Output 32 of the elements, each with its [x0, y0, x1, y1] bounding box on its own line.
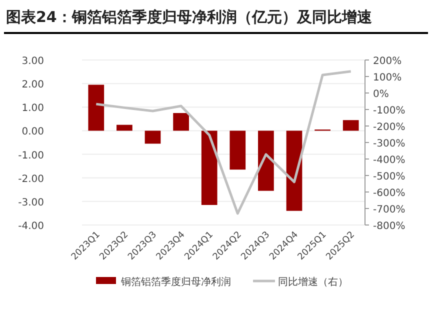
y2-tick-label: -300%: [373, 138, 406, 150]
line-series: [94, 70, 352, 215]
y2-tick-label: 100%: [373, 72, 402, 84]
y-tick-label: 2.00: [22, 80, 44, 91]
bar: [116, 124, 132, 131]
bar: [342, 120, 359, 131]
y-tick-label: 1.00: [22, 103, 44, 114]
y-tick-label: 3.00: [22, 56, 44, 67]
y2-tick-label: -500%: [373, 172, 406, 182]
y-tick-label: -3.00: [18, 197, 44, 208]
y2-tick-label: -400%: [373, 155, 406, 166]
y2-tick-label: -100%: [373, 106, 406, 116]
y2-tick-label: 200%: [373, 56, 402, 67]
y-tick-label: 0.00: [22, 126, 44, 138]
bar: [258, 130, 274, 191]
bar: [144, 130, 161, 144]
bar: [286, 130, 302, 211]
bar: [88, 84, 104, 131]
y-tick-label: -2.00: [18, 174, 44, 185]
bar: [201, 130, 218, 205]
y2-tick-label: -800%: [373, 221, 406, 232]
bar: [173, 113, 189, 131]
bar: [230, 130, 246, 170]
y2-tick-label: 0%: [373, 89, 389, 100]
y-tick-label: -1.00: [18, 150, 44, 162]
y2-tick-label: -200%: [373, 122, 406, 133]
legend-label: 同比增速（右）: [278, 276, 348, 288]
y2-tick-label: -700%: [373, 204, 406, 216]
y-tick-label: -4.00: [18, 221, 44, 232]
legend-label: 铜箔铝箔季度归母净利润: [120, 276, 231, 288]
y2-tick-label: -600%: [373, 188, 406, 199]
chart-title: 图表24：铜箔铝箔季度归母净利润（亿元）及同比增速: [6, 8, 373, 26]
